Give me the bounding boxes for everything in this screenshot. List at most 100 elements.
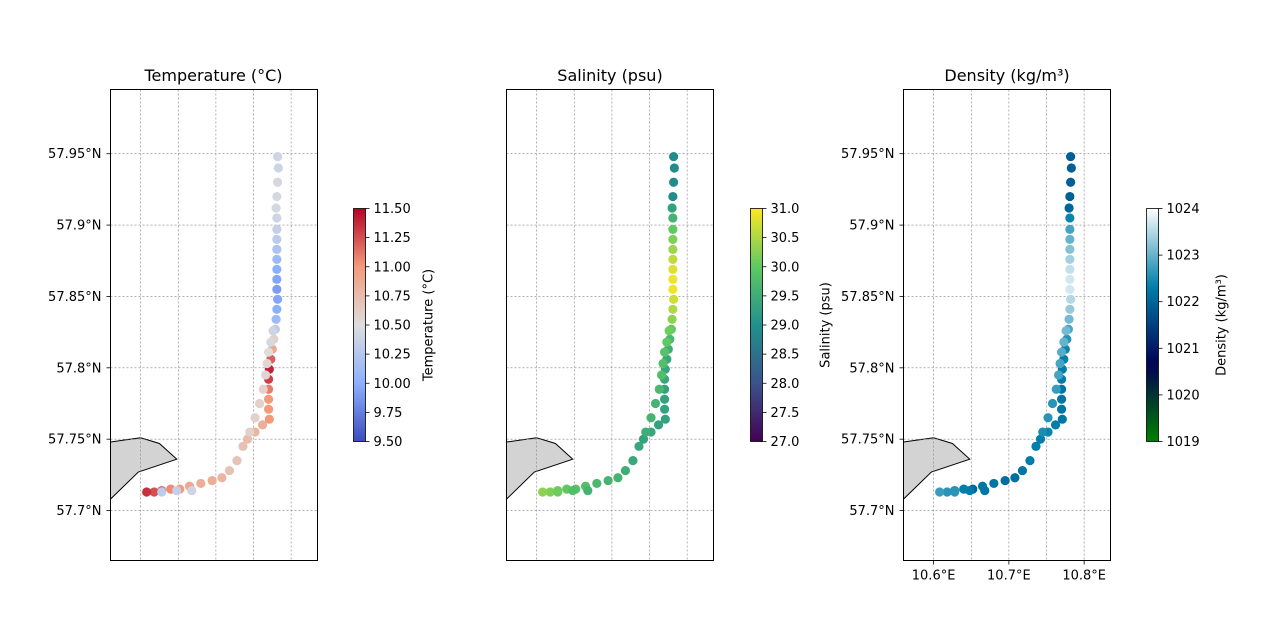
axes-frame (110, 89, 318, 561)
map-inner (506, 89, 714, 561)
data-point (196, 478, 206, 489)
data-point (263, 394, 274, 404)
data-point (660, 414, 670, 424)
data-point (664, 326, 674, 336)
data-point (659, 347, 670, 357)
data-point (650, 398, 661, 409)
data-point (1043, 413, 1053, 423)
data-point (271, 203, 281, 213)
data-point (207, 475, 217, 486)
data-point (646, 413, 656, 423)
data-point (935, 487, 945, 497)
map-area (506, 89, 714, 561)
map-inner (110, 89, 318, 561)
data-point (238, 441, 248, 451)
data-point (262, 358, 272, 369)
data-point (242, 434, 253, 444)
panel-title: Density (kg/m³) (944, 66, 1069, 85)
colorbar-tick-label: 1024 (1167, 202, 1200, 217)
colorbar-label: Salinity (psu) (819, 282, 834, 368)
x-tick-label: 10.6°E (912, 569, 956, 584)
colorbar-tick-label: 10.25 (374, 348, 411, 363)
data-point (263, 347, 274, 357)
data-point (669, 177, 679, 187)
y-tick-label: 57.9°N (56, 219, 101, 234)
data-point (583, 485, 593, 496)
panel-salinity: Salinity (psu) 27.0 27.5 28.0 28.5 29.0 29.5 3… (506, 66, 834, 561)
colorbar-tick-label: 30.0 (771, 260, 800, 275)
data-point (1056, 404, 1067, 414)
colorbar-tick-label: 9.75 (374, 406, 403, 421)
y-tick-label: 57.7°N (56, 504, 101, 519)
data-point (1066, 151, 1076, 162)
data-point (1050, 420, 1061, 430)
data-point (273, 163, 283, 173)
data-point (1053, 370, 1064, 380)
data-point (668, 244, 678, 254)
data-point (1064, 314, 1074, 324)
colorbar-tick-label: 1022 (1167, 295, 1200, 310)
colorbar-fill (353, 208, 366, 442)
data-point (965, 485, 975, 496)
data-point (638, 434, 649, 444)
data-point (1065, 224, 1075, 234)
data-point (187, 485, 197, 496)
data-point (668, 234, 678, 244)
data-point (272, 244, 282, 254)
y-tick-label: 57.75°N (48, 433, 101, 448)
colorbar-tick-label: 30.5 (771, 231, 800, 246)
data-point (653, 420, 664, 430)
colorbar-tick-label: 10.00 (374, 377, 411, 392)
data-point (942, 487, 952, 497)
x-tick-label: 10.7°E (987, 569, 1031, 584)
data-point (142, 487, 152, 497)
data-point (268, 326, 278, 336)
axes-frame (506, 89, 714, 561)
colorbar-tick-label: 28.0 (771, 377, 800, 392)
data-point (257, 420, 268, 430)
data-point (217, 473, 227, 483)
data-point (668, 284, 678, 294)
colorbar: 27.0 27.5 28.0 28.5 29.0 29.5 30.0 30.5 31.0 Sali… (750, 202, 834, 450)
data-point (245, 427, 255, 437)
data-point (628, 455, 638, 466)
y-tick-label: 57.9°N (849, 219, 894, 234)
data-point (1065, 254, 1075, 264)
data-point (1065, 304, 1075, 314)
data-point (1066, 294, 1076, 304)
axes-frame (903, 89, 1111, 561)
data-point (1066, 163, 1076, 173)
colorbar-tick-label: 1023 (1167, 249, 1200, 264)
data-point (659, 394, 670, 404)
data-point (620, 465, 631, 476)
colorbar-label: Density (kg/m³) (1215, 274, 1230, 376)
data-point (250, 413, 260, 423)
colorbar-tick-label: 1019 (1167, 435, 1200, 450)
data-point (272, 264, 282, 274)
data-point (656, 370, 667, 380)
data-point (989, 478, 999, 489)
data-point (272, 254, 282, 264)
data-point (592, 478, 602, 489)
data-point (272, 304, 282, 314)
data-point (271, 314, 281, 324)
colorbar-tick-label: 11.00 (374, 260, 411, 275)
data-point (658, 358, 668, 369)
data-point (1065, 284, 1075, 294)
data-point (1056, 347, 1067, 357)
data-point (1010, 473, 1020, 483)
data-point (553, 487, 563, 497)
colorbar-tick-label: 31.0 (771, 202, 800, 217)
y-tick-label: 57.7°N (849, 504, 894, 519)
data-point (1031, 441, 1041, 451)
data-point (263, 404, 274, 414)
data-point (669, 151, 679, 162)
colorbar-tick-label: 1020 (1167, 388, 1200, 403)
data-point (272, 234, 282, 244)
data-point (1055, 358, 1065, 369)
data-point (1038, 427, 1048, 437)
data-point (667, 203, 677, 213)
data-point (669, 294, 679, 304)
panel-density: Density (kg/m³) 57.7°N 57.75°N 57.8°N 57.85… (841, 66, 1229, 584)
